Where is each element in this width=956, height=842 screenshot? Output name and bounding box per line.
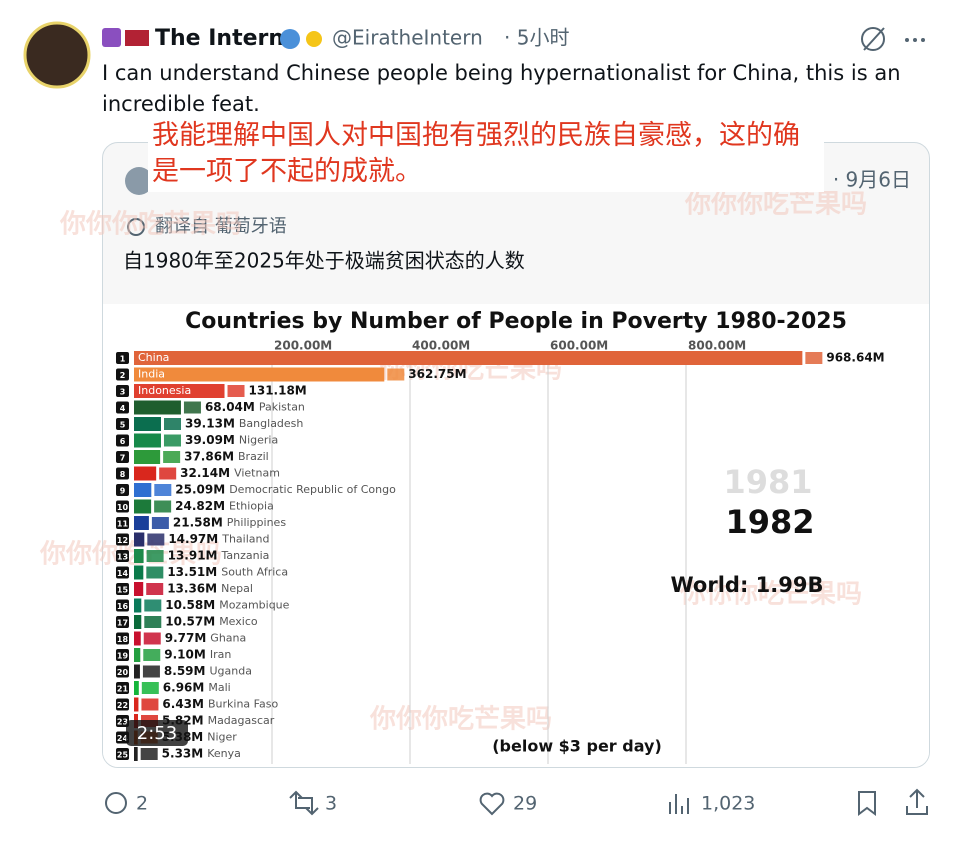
more-dot [921,38,925,42]
views-icon[interactable] [669,794,689,814]
view-count: 1,023 [701,793,755,815]
flag-emoji [125,30,149,46]
author-name[interactable]: The Intern [155,26,284,51]
action-bar: 2 3 29 1,023 [105,788,928,816]
grok-icon[interactable] [861,27,885,51]
grok-icon-slash [863,27,885,51]
like-icon[interactable] [479,792,505,816]
globe-emoji [280,29,300,49]
reply-count: 2 [136,793,148,815]
translation-overlay: 我能理解中国人对中国抱有强烈的民族自豪感，这的确是一项了不起的成就。 [148,116,824,192]
quote-date: · 9月6日 [833,168,911,192]
author-handle[interactable]: @EiratheIntern [332,26,483,50]
cross-emoji [102,28,121,47]
bookmark-icon[interactable] [858,791,876,816]
avatar-ring [23,21,91,89]
more-dot [913,38,917,42]
post-time[interactable]: · 5小时 [504,26,569,50]
sun-emoji [306,31,322,47]
share-icon[interactable] [906,788,928,815]
quote-content: · 9月6日 翻译自 葡萄牙语 自1980年至2025年处于极端贫困状态的人数 [103,167,929,767]
quote-text: 自1980年至2025年处于极端贫困状态的人数 [123,249,525,273]
like-count: 29 [513,793,537,815]
video[interactable] [103,304,929,767]
avatar[interactable] [25,23,89,87]
tweet-text: I can understand Chinese people being hy… [102,61,901,116]
repost-count: 3 [325,793,337,815]
repost-icon[interactable] [289,790,319,816]
translate-icon [127,218,145,236]
more-dot[interactable] [905,38,909,42]
quote-avatar [125,167,153,195]
quoted-post[interactable]: · 9月6日 翻译自 葡萄牙语 自1980年至2025年处于极端贫困状态的人数 [102,142,930,768]
reply-icon[interactable] [105,792,127,814]
translated-from: 翻译自 葡萄牙语 [155,216,287,237]
